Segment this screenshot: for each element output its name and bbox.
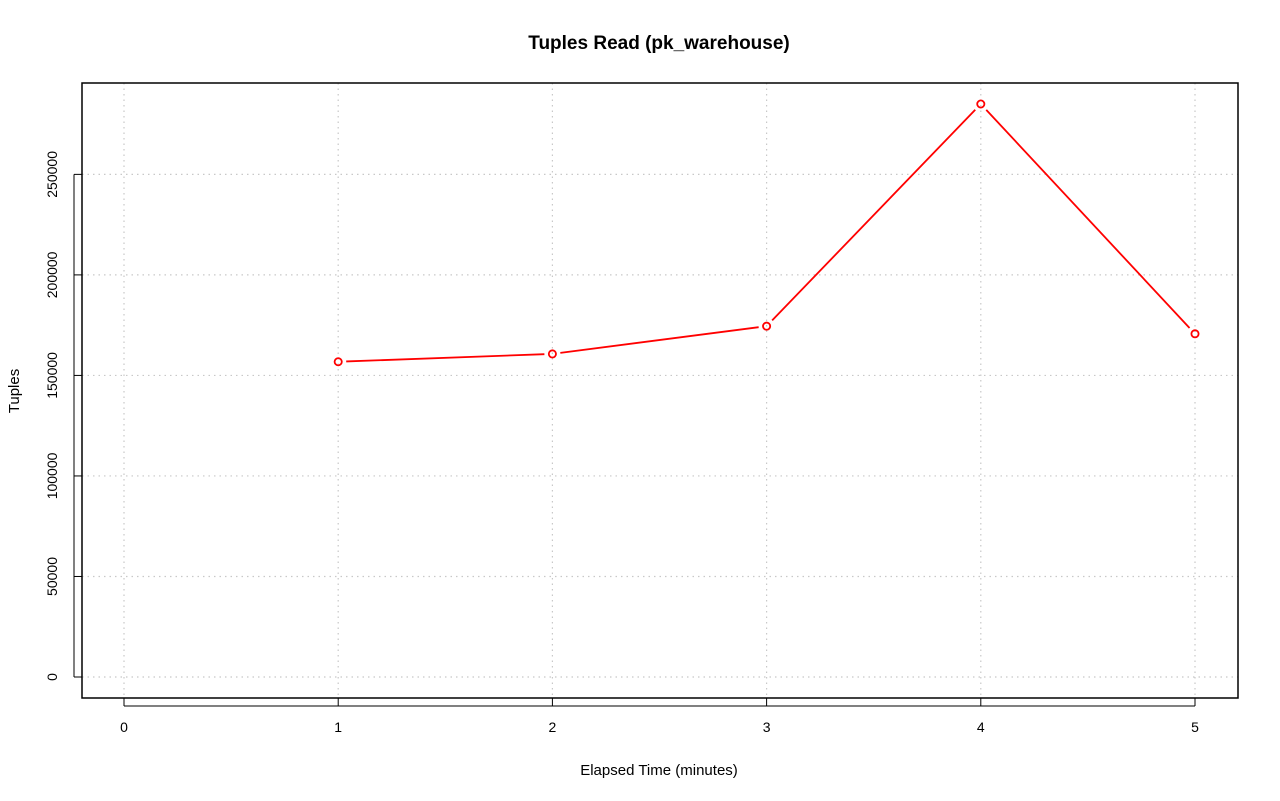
series-line-segment [346, 354, 544, 361]
x-tick-label: 1 [334, 719, 342, 735]
series-line-segment [560, 327, 758, 353]
x-tick-label: 3 [763, 719, 771, 735]
x-axis: 0 1 2 3 4 5 [120, 698, 1199, 735]
x-tick-label: 2 [549, 719, 557, 735]
y-tick-label: 0 [44, 673, 60, 681]
grid [82, 83, 1238, 698]
x-tick-label: 4 [977, 719, 985, 735]
y-tick-label: 200000 [44, 251, 60, 298]
data-point [977, 100, 984, 107]
y-tick-label: 150000 [44, 352, 60, 399]
x-tick-label: 5 [1191, 719, 1199, 735]
series-line-segment [772, 110, 975, 321]
x-axis-label: Elapsed Time (minutes) [580, 762, 738, 779]
y-tick-label: 100000 [44, 452, 60, 499]
y-tick-label: 50000 [44, 557, 60, 596]
y-axis-label: Tuples [6, 369, 23, 413]
y-tick-label: 250000 [44, 151, 60, 198]
chart-title: Tuples Read (pk_warehouse) [528, 33, 790, 54]
plot-frame [82, 83, 1238, 698]
series-line-segment [986, 110, 1189, 328]
y-axis: 0 50000 100000 150000 200000 250000 [44, 151, 82, 681]
x-tick-label: 0 [120, 719, 128, 735]
